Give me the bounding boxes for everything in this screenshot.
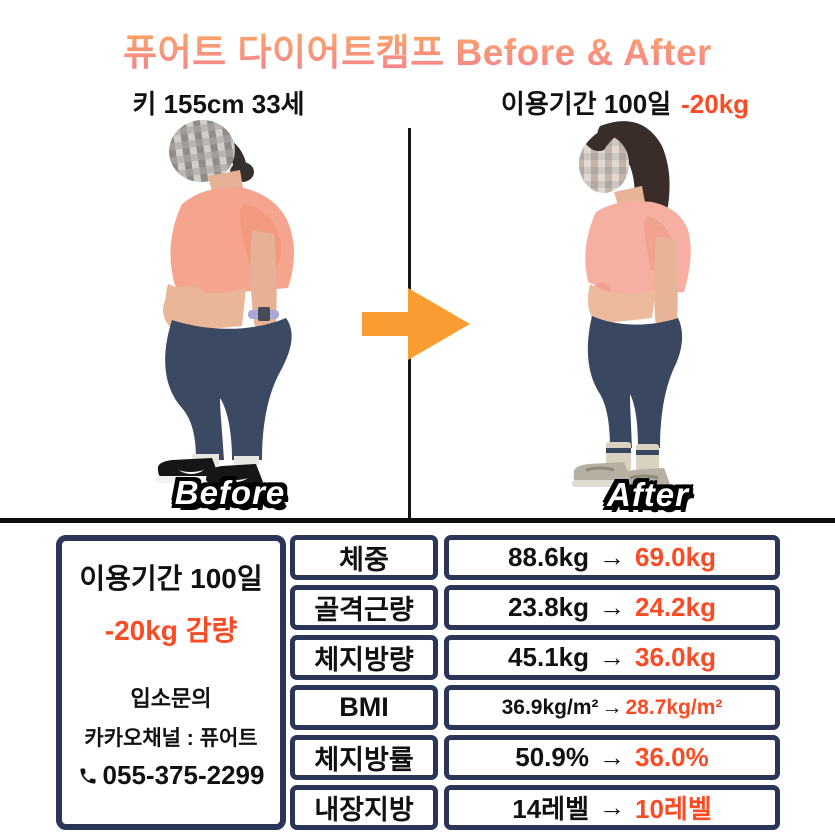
metric-arrow-icon: → [599, 592, 625, 622]
phone-icon [80, 768, 96, 783]
metric-before: 45.1kg [508, 642, 589, 672]
metric-value: 45.1kg → 36.0kg [444, 635, 780, 680]
caption-height-age: 키 155cm 33세 [132, 89, 305, 119]
caption-period: 이용기간 100일 -20kg [470, 84, 780, 121]
before-figure [156, 119, 294, 491]
metric-label: BMI [290, 685, 438, 730]
metrics-table: 이용기간 100일 -20kg 감량 입소문의 카카오채널 : 퓨어트 055-… [56, 535, 780, 830]
metric-arrow-icon: → [601, 695, 623, 719]
page-title: 퓨어트 다이어트캠프 Before & After [0, 22, 835, 76]
metric-rows: 체중 88.6kg → 69.0kg 골격근량 23.8kg → 24.2kg … [290, 535, 780, 830]
metric-value: 14레벨 → 10레벨 [444, 785, 780, 830]
metric-row-weight: 체중 88.6kg → 69.0kg [290, 535, 780, 580]
summary-kakao-channel: 카카오채널 : 퓨어트 [84, 727, 258, 750]
before-photo [156, 119, 294, 491]
metric-value: 23.8kg → 24.2kg [444, 585, 780, 630]
metric-label: 체지방률 [290, 735, 438, 780]
metric-after: 36.0% [635, 742, 709, 772]
metric-value: 88.6kg → 69.0kg [444, 535, 780, 580]
metric-arrow-icon: → [599, 642, 625, 672]
metric-before: 23.8kg [508, 592, 589, 622]
summary-card: 이용기간 100일 -20kg 감량 입소문의 카카오채널 : 퓨어트 055-… [56, 535, 286, 830]
after-figure [572, 121, 691, 494]
metric-before: 50.9% [515, 742, 589, 772]
metric-label: 내장지방 [290, 785, 438, 830]
section-divider [0, 518, 835, 523]
metric-after: 28.7kg/m² [625, 695, 723, 719]
metric-label: 체지방량 [290, 635, 438, 680]
metric-row-muscle: 골격근량 23.8kg → 24.2kg [290, 585, 780, 630]
metric-value: 50.9% → 36.0% [444, 735, 780, 780]
summary-loss: -20kg 감량 [104, 615, 238, 646]
caption-period-text: 이용기간 100일 [500, 89, 672, 119]
transition-arrow-icon [362, 288, 470, 360]
metric-label: 골격근량 [290, 585, 438, 630]
metric-after: 10레벨 [635, 794, 712, 824]
before-label: Before [174, 474, 286, 511]
metric-arrow-icon: → [599, 542, 625, 572]
summary-phone-row: 055-375-2299 [78, 760, 265, 791]
metric-before: 36.9kg/m² [501, 695, 599, 719]
metric-row-fat-mass: 체지방량 45.1kg → 36.0kg [290, 635, 780, 680]
metric-before: 88.6kg [508, 542, 589, 572]
metric-row-fat-percent: 체지방률 50.9% → 36.0% [290, 735, 780, 780]
metric-after: 24.2kg [635, 592, 716, 622]
metric-row-bmi: BMI 36.9kg/m² → 28.7kg/m² [290, 685, 780, 730]
metric-after: 36.0kg [635, 642, 716, 672]
metric-after: 69.0kg [635, 542, 716, 572]
weight-loss-badge: -20kg [681, 89, 750, 119]
summary-period: 이용기간 100일 [79, 563, 263, 594]
metric-row-visceral-fat: 내장지방 14레벨 → 10레벨 [290, 785, 780, 830]
metric-arrow-icon: → [599, 742, 625, 772]
summary-inquiry: 입소문의 [130, 686, 212, 711]
metric-arrow-icon: → [599, 792, 625, 822]
summary-phone-number: 055-375-2299 [102, 760, 265, 790]
metric-value: 36.9kg/m² → 28.7kg/m² [444, 685, 780, 730]
metric-label: 체중 [290, 535, 438, 580]
after-photo [572, 121, 691, 494]
metric-before: 14레벨 [512, 794, 589, 824]
after-label: After [606, 476, 689, 513]
